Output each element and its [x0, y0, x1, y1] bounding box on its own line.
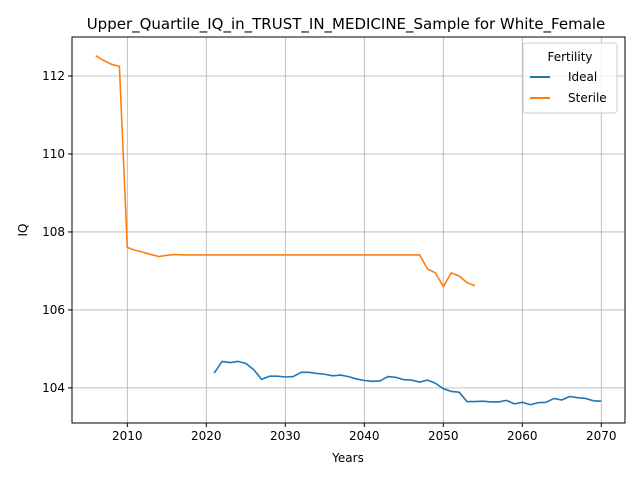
y-tick-label: 110	[42, 147, 65, 161]
x-axis-label: Years	[331, 451, 364, 465]
series-line-sterile	[95, 55, 476, 288]
y-tick-label: 104	[42, 381, 65, 395]
y-tick-label: 112	[42, 69, 65, 83]
x-tick-label: 2050	[428, 429, 459, 443]
y-tick-label: 106	[42, 303, 65, 317]
x-tick-label: 2010	[112, 429, 143, 443]
legend: Fertility Ideal Sterile	[522, 42, 618, 114]
legend-label-sterile: Sterile	[568, 91, 607, 105]
x-tick-label: 2060	[507, 429, 538, 443]
y-axis-label: IQ	[16, 224, 30, 237]
grid	[72, 37, 625, 423]
plot-area-frame	[71, 36, 626, 424]
legend-box	[522, 42, 618, 114]
x-tick-label: 2020	[191, 429, 222, 443]
axis-ticks: 2010 2020 2030 2040 2050 2060 2070 104 106 108 110…	[42, 69, 616, 443]
series-line-ideal	[213, 360, 602, 406]
chart-title: Upper_Quartile_IQ_in_TRUST_IN_MEDICINE_S…	[87, 15, 606, 34]
x-tick-label: 2030	[270, 429, 301, 443]
series-lines	[95, 55, 602, 406]
x-tick-label: 2040	[349, 429, 380, 443]
legend-title: Fertility	[547, 50, 592, 64]
y-tick-label: 108	[42, 225, 65, 239]
legend-label-ideal: Ideal	[568, 70, 597, 84]
x-tick-label: 2070	[586, 429, 617, 443]
